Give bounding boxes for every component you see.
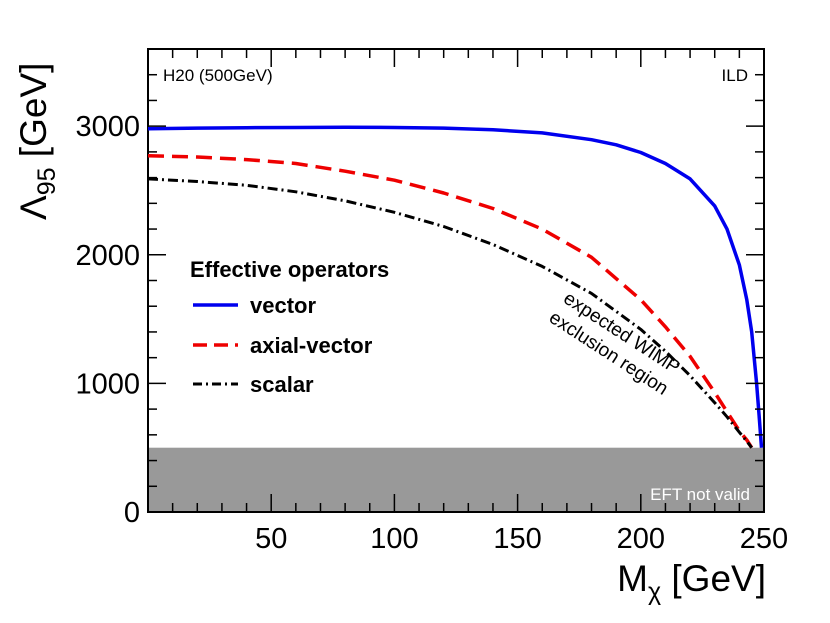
- x-tick-label: 250: [740, 523, 788, 555]
- eft-not-valid-label: EFT not valid: [650, 485, 750, 504]
- legend-label-axial-vector: axial-vector: [250, 333, 373, 358]
- shaded-band-layer: EFT not valid: [149, 447, 763, 511]
- top-right-label: ILD: [722, 66, 748, 85]
- x-tick-label: 50: [255, 523, 287, 555]
- y-tick-label: 0: [124, 497, 140, 529]
- y-axis-title: Λ95 [GeV]: [13, 63, 61, 220]
- legend-label-vector: vector: [250, 293, 316, 318]
- series-line-axial-vector: [147, 153, 754, 449]
- x-axis-title: Mχ [GeV]: [617, 558, 766, 606]
- x-axis-title-unit: [GeV]: [661, 558, 766, 599]
- legend-title: Effective operators: [190, 257, 389, 282]
- y-axis-title-unit: [GeV]: [13, 63, 54, 168]
- x-tick-label: 100: [370, 523, 418, 555]
- x-axis-title-sub: χ: [648, 578, 661, 606]
- x-tick-label: 200: [617, 523, 665, 555]
- series-layer: [147, 125, 764, 449]
- x-axis-title-main: M: [617, 558, 648, 599]
- top-left-label: H20 (500GeV): [163, 66, 273, 85]
- y-axis-title-main: Λ: [13, 195, 54, 220]
- tick-layer: 50 100 150 200 250 0 1000 2000 3000: [75, 49, 788, 555]
- y-tick-label: 2000: [75, 240, 140, 272]
- y-tick-label: 3000: [75, 111, 140, 143]
- eft-not-valid-band: [149, 447, 763, 511]
- y-tick-label: 1000: [75, 368, 140, 400]
- legend-label-scalar: scalar: [250, 372, 314, 397]
- series-line-scalar: [147, 177, 753, 449]
- region-annotation: expected WIMP exclusion region: [545, 288, 683, 400]
- legend: Effective operators vector axial-vector …: [190, 257, 389, 397]
- y-axis-title-sub: 95: [33, 167, 61, 195]
- x-tick-label: 150: [493, 523, 541, 555]
- series-line-vector: [147, 125, 764, 448]
